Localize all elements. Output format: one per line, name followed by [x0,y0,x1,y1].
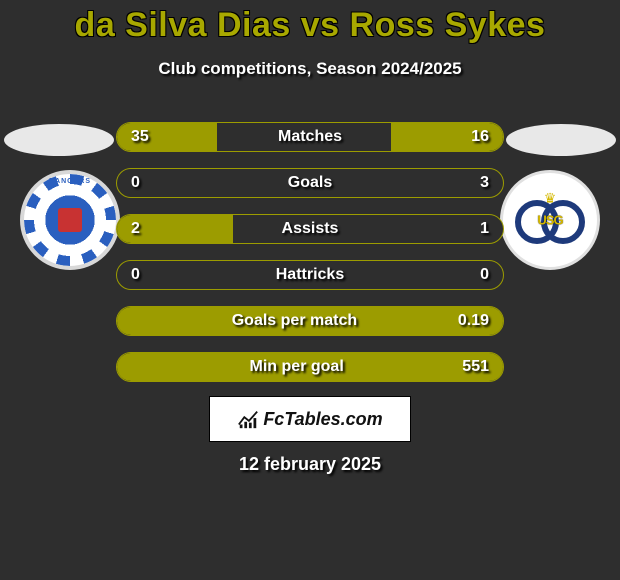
stat-right-value: 3 [480,174,489,192]
stat-label: Min per goal [250,358,344,376]
stat-right-value: 16 [471,128,489,146]
stat-label: Assists [282,220,339,238]
stat-bar-content: Min per goal 551 [117,353,503,381]
stat-bar-content: 0 Goals 3 [117,169,503,197]
left-club-code: RANGERS [24,178,116,185]
left-club-badge: RANGERS [20,170,120,270]
stat-label: Matches [278,128,342,146]
stat-right-value: 0 [480,266,489,284]
left-ellipse-decoration [4,124,114,156]
stat-label: Goals [288,174,332,192]
stat-bar: Goals per match 0.19 [116,306,504,336]
stat-left-value: 0 [131,174,140,192]
right-club-badge: ♛ USG [500,170,600,270]
stats-container: 35 Matches 16 0 Goals 3 2 Assists 1 0 Hattricks 0 Go… [116,122,504,398]
stat-left-value: 0 [131,266,140,284]
stat-left-value: 2 [131,220,140,238]
season-subtitle: Club competitions, Season 2024/2025 [0,59,620,79]
page-title: da Silva Dias vs Ross Sykes [0,6,620,45]
stat-bar-content: 0 Hattricks 0 [117,261,503,289]
stat-right-value: 0.19 [458,312,489,330]
stat-right-value: 551 [462,358,489,376]
stat-bar-content: Goals per match 0.19 [117,307,503,335]
stat-bar: 0 Hattricks 0 [116,260,504,290]
stat-bar: Min per goal 551 [116,352,504,382]
stat-label: Hattricks [276,266,344,284]
chart-icon [237,408,259,430]
stat-bar: 2 Assists 1 [116,214,504,244]
brand-text: FcTables.com [263,409,382,430]
stat-bar-content: 35 Matches 16 [117,123,503,151]
stat-bar: 0 Goals 3 [116,168,504,198]
right-ellipse-decoration [506,124,616,156]
stat-right-value: 1 [480,220,489,238]
brand-badge: FcTables.com [209,396,411,442]
snapshot-date: 12 february 2025 [0,454,620,475]
stat-left-value: 35 [131,128,149,146]
stat-label: Goals per match [232,312,357,330]
right-club-code: USG [537,213,562,228]
stat-bar: 35 Matches 16 [116,122,504,152]
comparison-card: da Silva Dias vs Ross Sykes Club competi… [0,0,620,580]
stat-bar-content: 2 Assists 1 [117,215,503,243]
